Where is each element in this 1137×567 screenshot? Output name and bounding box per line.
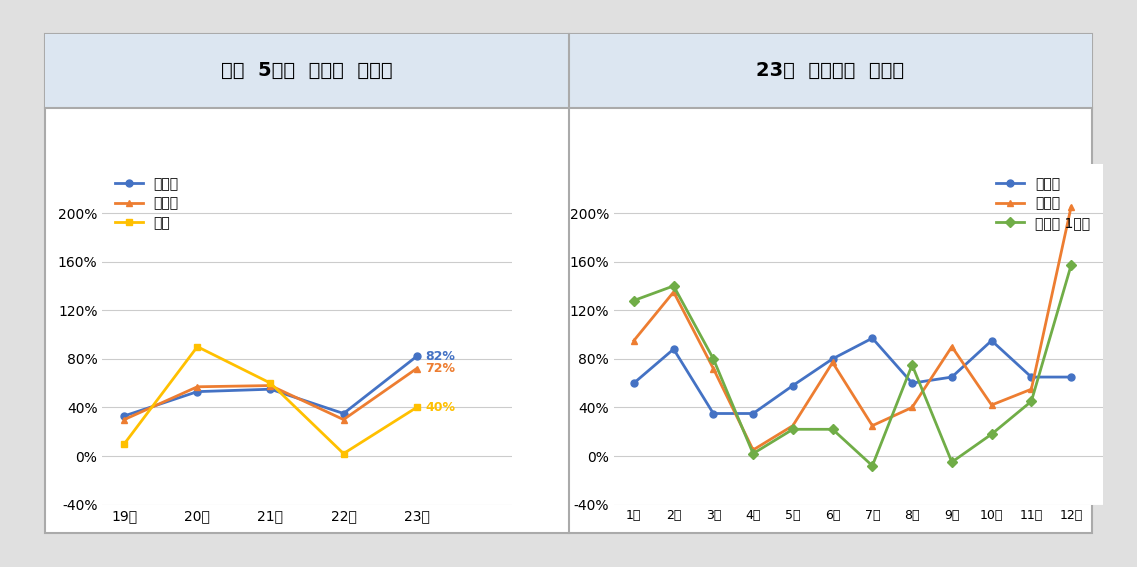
Text: 최근  5년간  공모가  수익률: 최근 5년간 공모가 수익률 [222, 61, 392, 81]
Text: 82%: 82% [425, 350, 455, 363]
Text: 40%: 40% [425, 401, 456, 414]
Text: 23년  상장기업  수익률: 23년 상장기업 수익률 [756, 61, 904, 81]
Legend: 시초가, 상장일, 상장후 1개월: 시초가, 상장일, 상장후 1개월 [990, 171, 1096, 236]
Text: 72%: 72% [425, 362, 456, 375]
Legend: 시초가, 상장일, 연말: 시초가, 상장일, 연말 [109, 171, 184, 236]
